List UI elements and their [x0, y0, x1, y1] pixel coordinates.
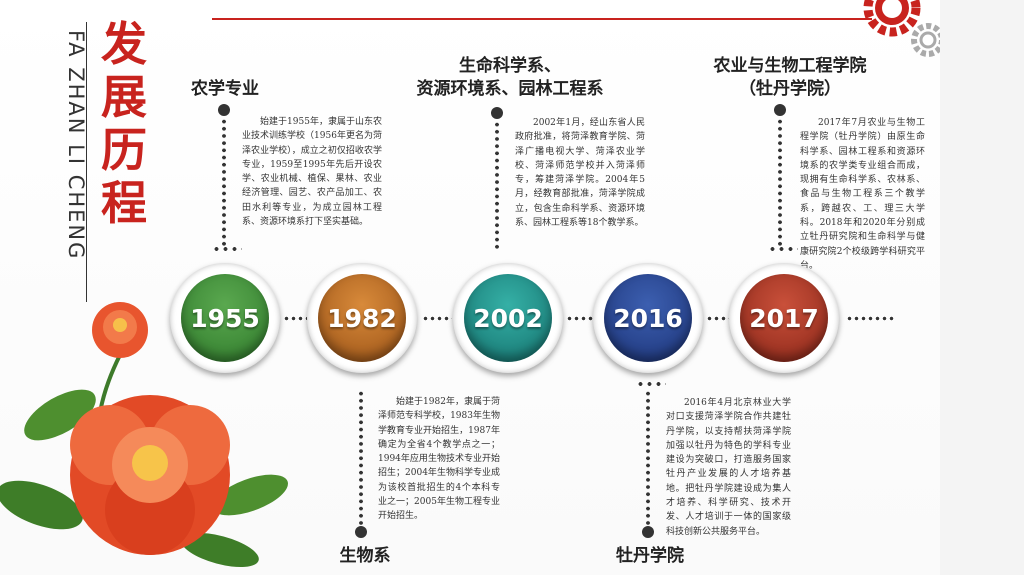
dotted-line	[768, 246, 798, 252]
gear-icon	[863, 0, 940, 57]
milestone-text-1955: 始建于1955年，隶属于山东农业技术训练学校（1956年更名为菏泽农业学校），成…	[242, 117, 382, 228]
heading-line: 资源环境系、园林工程系	[416, 79, 604, 99]
bullet-dot	[218, 104, 230, 116]
connector-dots	[566, 316, 596, 321]
milestone-heading-1955: 农学专业	[191, 79, 259, 99]
title-pinyin: FA ZHAN LI CHENG	[64, 30, 88, 261]
dotted-line	[777, 118, 783, 248]
peony-flower-illustration	[0, 302, 288, 568]
dotted-line	[494, 121, 500, 251]
bullet-dot	[774, 104, 786, 116]
milestone-text-2016: 2016年4月北京林业大学对口支援菏泽学院合作共建牡丹学院，以支持帮扶菏泽学院加…	[666, 398, 791, 537]
milestone-heading-2002: 生命科学系、 资源环境系、园林工程系	[400, 55, 620, 101]
milestone-text-2017: 2017年7月农业与生物工程学院（牡丹学院）由原生命科学系、园林工程系和资源环境…	[800, 118, 925, 271]
dotted-line	[645, 390, 651, 525]
heading-line: 农业与生物工程学院	[713, 56, 867, 76]
bullet-dot	[355, 526, 367, 538]
year-badge-1955: 1955	[170, 263, 280, 373]
milestone-heading-2017: 农业与生物工程学院 （牡丹学院）	[690, 55, 890, 101]
milestone-text-2002: 2002年1月，经山东省人民政府批准，将菏泽教育学院、菏泽广播电视大学、菏泽农业…	[515, 118, 645, 229]
year-badge-2017: 2017	[729, 263, 839, 373]
connector-dots	[283, 316, 313, 321]
heading-line: （牡丹学院）	[739, 79, 841, 99]
title-divider	[86, 22, 87, 302]
year-label: 2016	[604, 274, 692, 362]
connector-dots	[706, 316, 736, 321]
slide: FA ZHAN LI CHENG 发展历程 农学专业 生命科学系、 资源环境系、…	[0, 0, 940, 575]
milestone-heading-1982: 生物系	[339, 546, 391, 566]
bullet-dot	[491, 107, 503, 119]
year-label: 2002	[464, 274, 552, 362]
dotted-line	[636, 381, 666, 387]
year-badge-1982: 1982	[307, 263, 417, 373]
dotted-line	[221, 118, 227, 248]
milestone-text-1982: 始建于1982年，隶属于菏泽师范专科学校，1983年生物学教育专业开始招生，19…	[378, 397, 500, 522]
top-divider	[212, 18, 872, 20]
page-title: 发展历程	[101, 17, 147, 230]
connector-dots	[422, 316, 452, 321]
year-label: 2017	[740, 274, 828, 362]
bullet-dot	[642, 526, 654, 538]
heading-line: 生命科学系、	[459, 56, 561, 76]
year-label: 1955	[181, 274, 269, 362]
connector-dots	[846, 316, 896, 321]
year-label: 1982	[318, 274, 406, 362]
year-badge-2002: 2002	[453, 263, 563, 373]
dotted-line	[358, 390, 364, 525]
dotted-line	[212, 246, 242, 252]
year-badge-2016: 2016	[593, 263, 703, 373]
milestone-heading-2016: 牡丹学院	[616, 546, 684, 566]
